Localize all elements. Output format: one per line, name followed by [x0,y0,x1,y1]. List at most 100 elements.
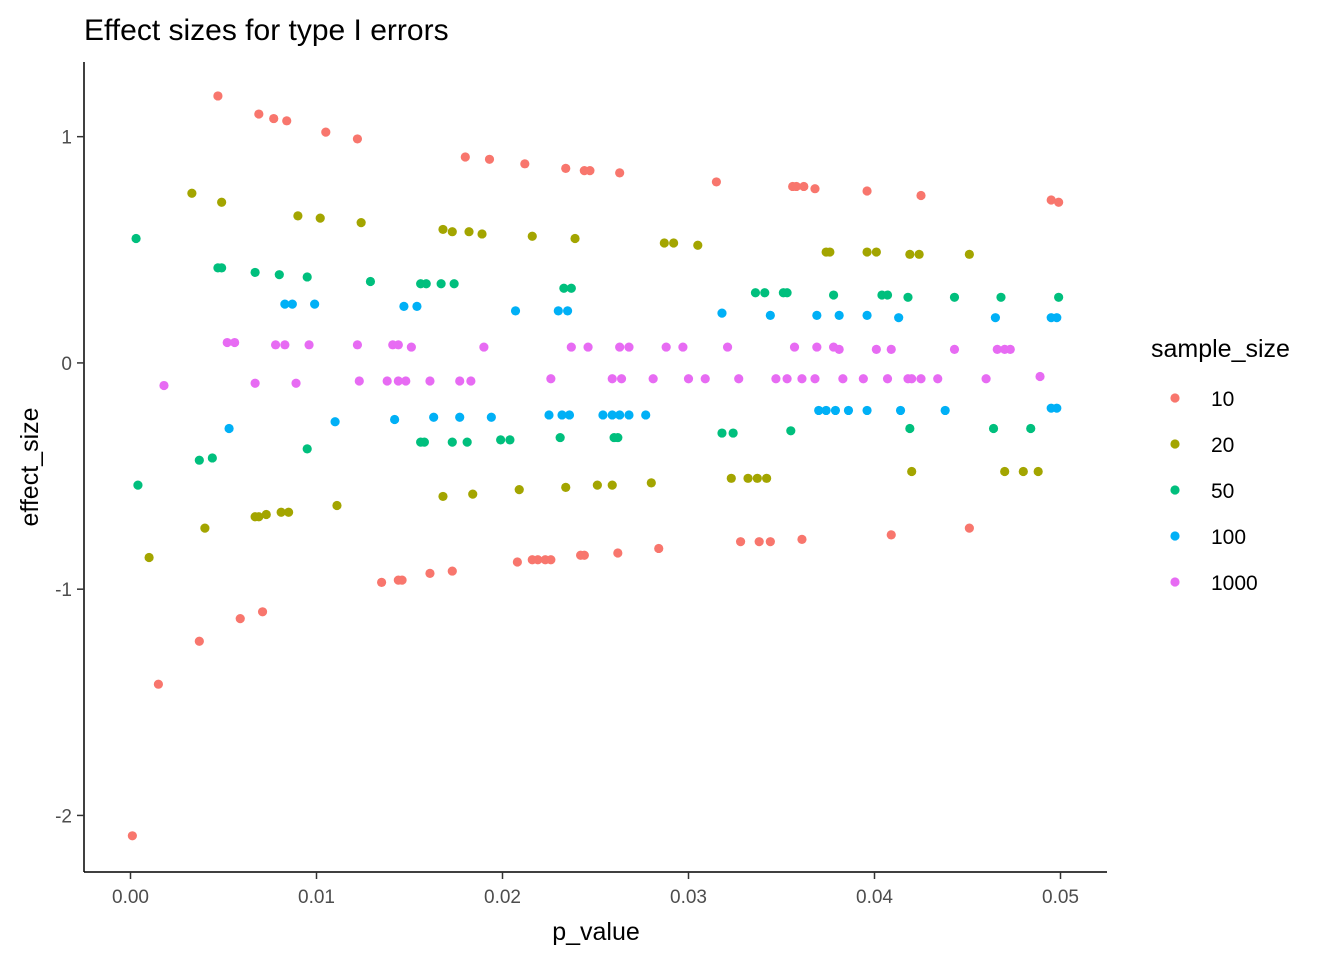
data-point [153,679,163,689]
data-point [429,412,439,422]
data-point [654,543,664,554]
data-point [905,423,915,434]
data-point [1005,344,1015,354]
data-point [882,290,893,300]
data-point [734,374,744,384]
data-point [886,344,896,354]
data-point [393,376,403,386]
data-point [213,91,223,101]
data-point [1052,403,1062,413]
data-points [127,91,1064,841]
data-point [782,374,792,384]
data-point [436,279,446,289]
data-point [949,344,960,354]
legend: sample_size 10 20 50 100 1000 [1151,335,1290,595]
data-point [1033,466,1043,477]
data-point [933,374,943,384]
y-axis-title: effect_size [16,407,44,526]
data-point [447,227,457,237]
data-point [352,340,363,350]
legend-key-100 [1170,531,1180,541]
x-tick-label: 0.00 [112,887,149,908]
data-point [280,340,290,350]
data-point [754,537,764,547]
data-point [648,374,658,384]
data-point [743,473,753,483]
data-point [479,342,489,352]
data-point [553,306,563,316]
data-point [533,555,543,565]
data-point [810,184,820,194]
series-100 [224,299,1062,434]
data-point [282,116,292,126]
data-point [726,473,736,483]
data-point [270,340,281,350]
data-point [194,636,204,646]
data-point [561,163,571,173]
data-point [1026,423,1036,434]
data-point [269,113,279,124]
data-point [592,480,602,490]
data-point [321,127,331,137]
data-point [390,414,400,425]
x-tick-label: 0.01 [298,887,335,908]
data-point [669,238,679,248]
data-point [559,283,569,293]
data-point [505,435,515,445]
data-point [615,342,625,352]
data-point [332,500,342,511]
data-point [862,310,872,321]
data-point [447,437,457,447]
data-point [1035,371,1045,382]
data-point [222,337,232,348]
data-point [661,342,671,352]
data-point [615,168,625,178]
data-point [555,432,565,443]
data-point [447,566,457,576]
data-point [678,342,688,352]
data-point [566,283,576,293]
data-point [455,376,465,386]
data-point [615,410,625,420]
data-point [799,181,809,192]
data-point [230,337,240,348]
data-point [200,523,210,533]
data-point [722,342,733,352]
data-point [598,410,608,420]
data-point [352,134,363,144]
data-point [964,523,974,533]
data-point [514,485,524,495]
data-point [862,247,872,257]
chart-title: Effect sizes for type I errors [84,14,449,47]
data-point [276,507,286,517]
data-point [646,478,656,488]
data-point [425,568,435,578]
data-point [607,374,617,384]
y-tick-label: -2 [55,806,72,827]
data-point [1018,466,1028,477]
data-point [940,405,950,416]
data-point [304,340,314,350]
data-point [399,301,409,311]
data-point [760,288,770,298]
plot-area: 0.00 0.01 0.02 0.03 0.04 0.05 -2 -1 0 1 [55,62,1107,908]
data-point [693,240,703,250]
data-point [750,288,761,298]
data-point [1046,195,1056,205]
data-point [330,417,340,427]
data-point [641,410,651,420]
legend-key-50 [1170,485,1180,495]
x-tick-label: 0.02 [484,887,521,908]
data-point [462,437,472,447]
data-point [484,154,495,164]
data-point [438,224,448,235]
data-point [563,306,573,316]
data-point [843,405,854,416]
data-point [393,340,403,350]
x-tick-label: 0.04 [856,887,893,908]
data-point [914,249,924,259]
data-point [254,109,264,119]
data-point [287,299,297,309]
legend-items: 10 20 50 100 1000 [1170,388,1258,595]
data-point [557,410,567,420]
